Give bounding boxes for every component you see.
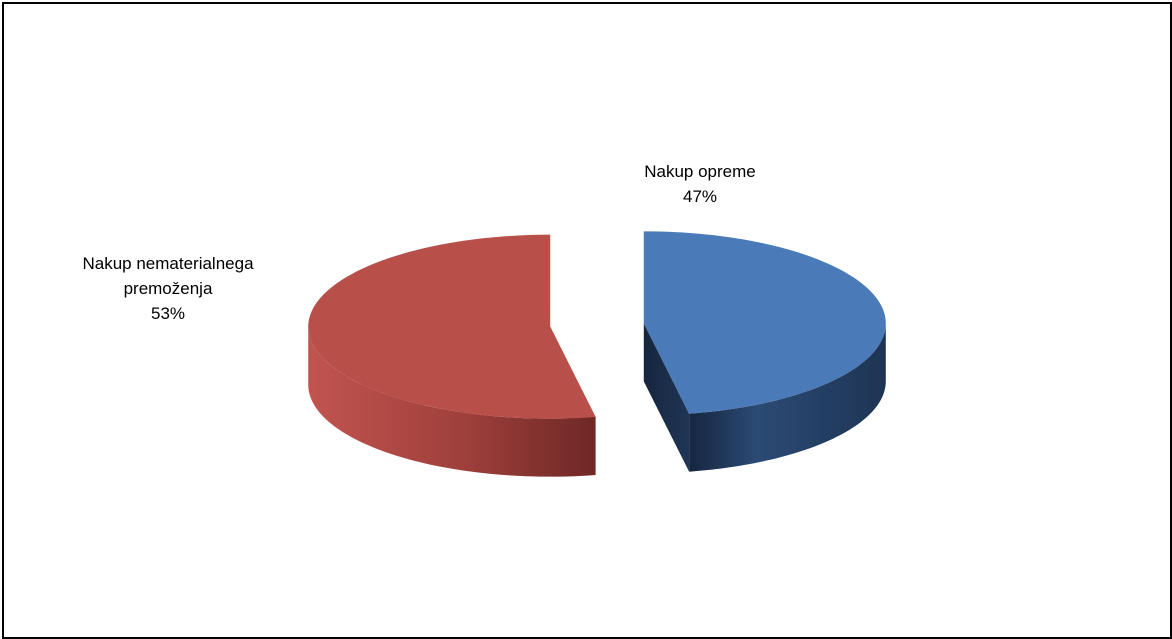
slice-label-nematerialno-line2: premoženja	[124, 279, 213, 298]
slice-top-1	[308, 234, 596, 419]
slice-value-nematerialno: 53%	[151, 304, 185, 323]
slice-value-nakup-opreme: 47%	[683, 187, 717, 206]
slice-top-0	[643, 231, 886, 414]
slice-0-wall-1	[643, 323, 690, 472]
slice-1-side-0	[308, 327, 596, 477]
slice-label-nakup-opreme: Nakup opreme	[644, 162, 756, 181]
slice-label-nematerialno-line1: Nakup nematerialnega	[82, 254, 254, 273]
slice-0-side-0	[689, 323, 886, 472]
